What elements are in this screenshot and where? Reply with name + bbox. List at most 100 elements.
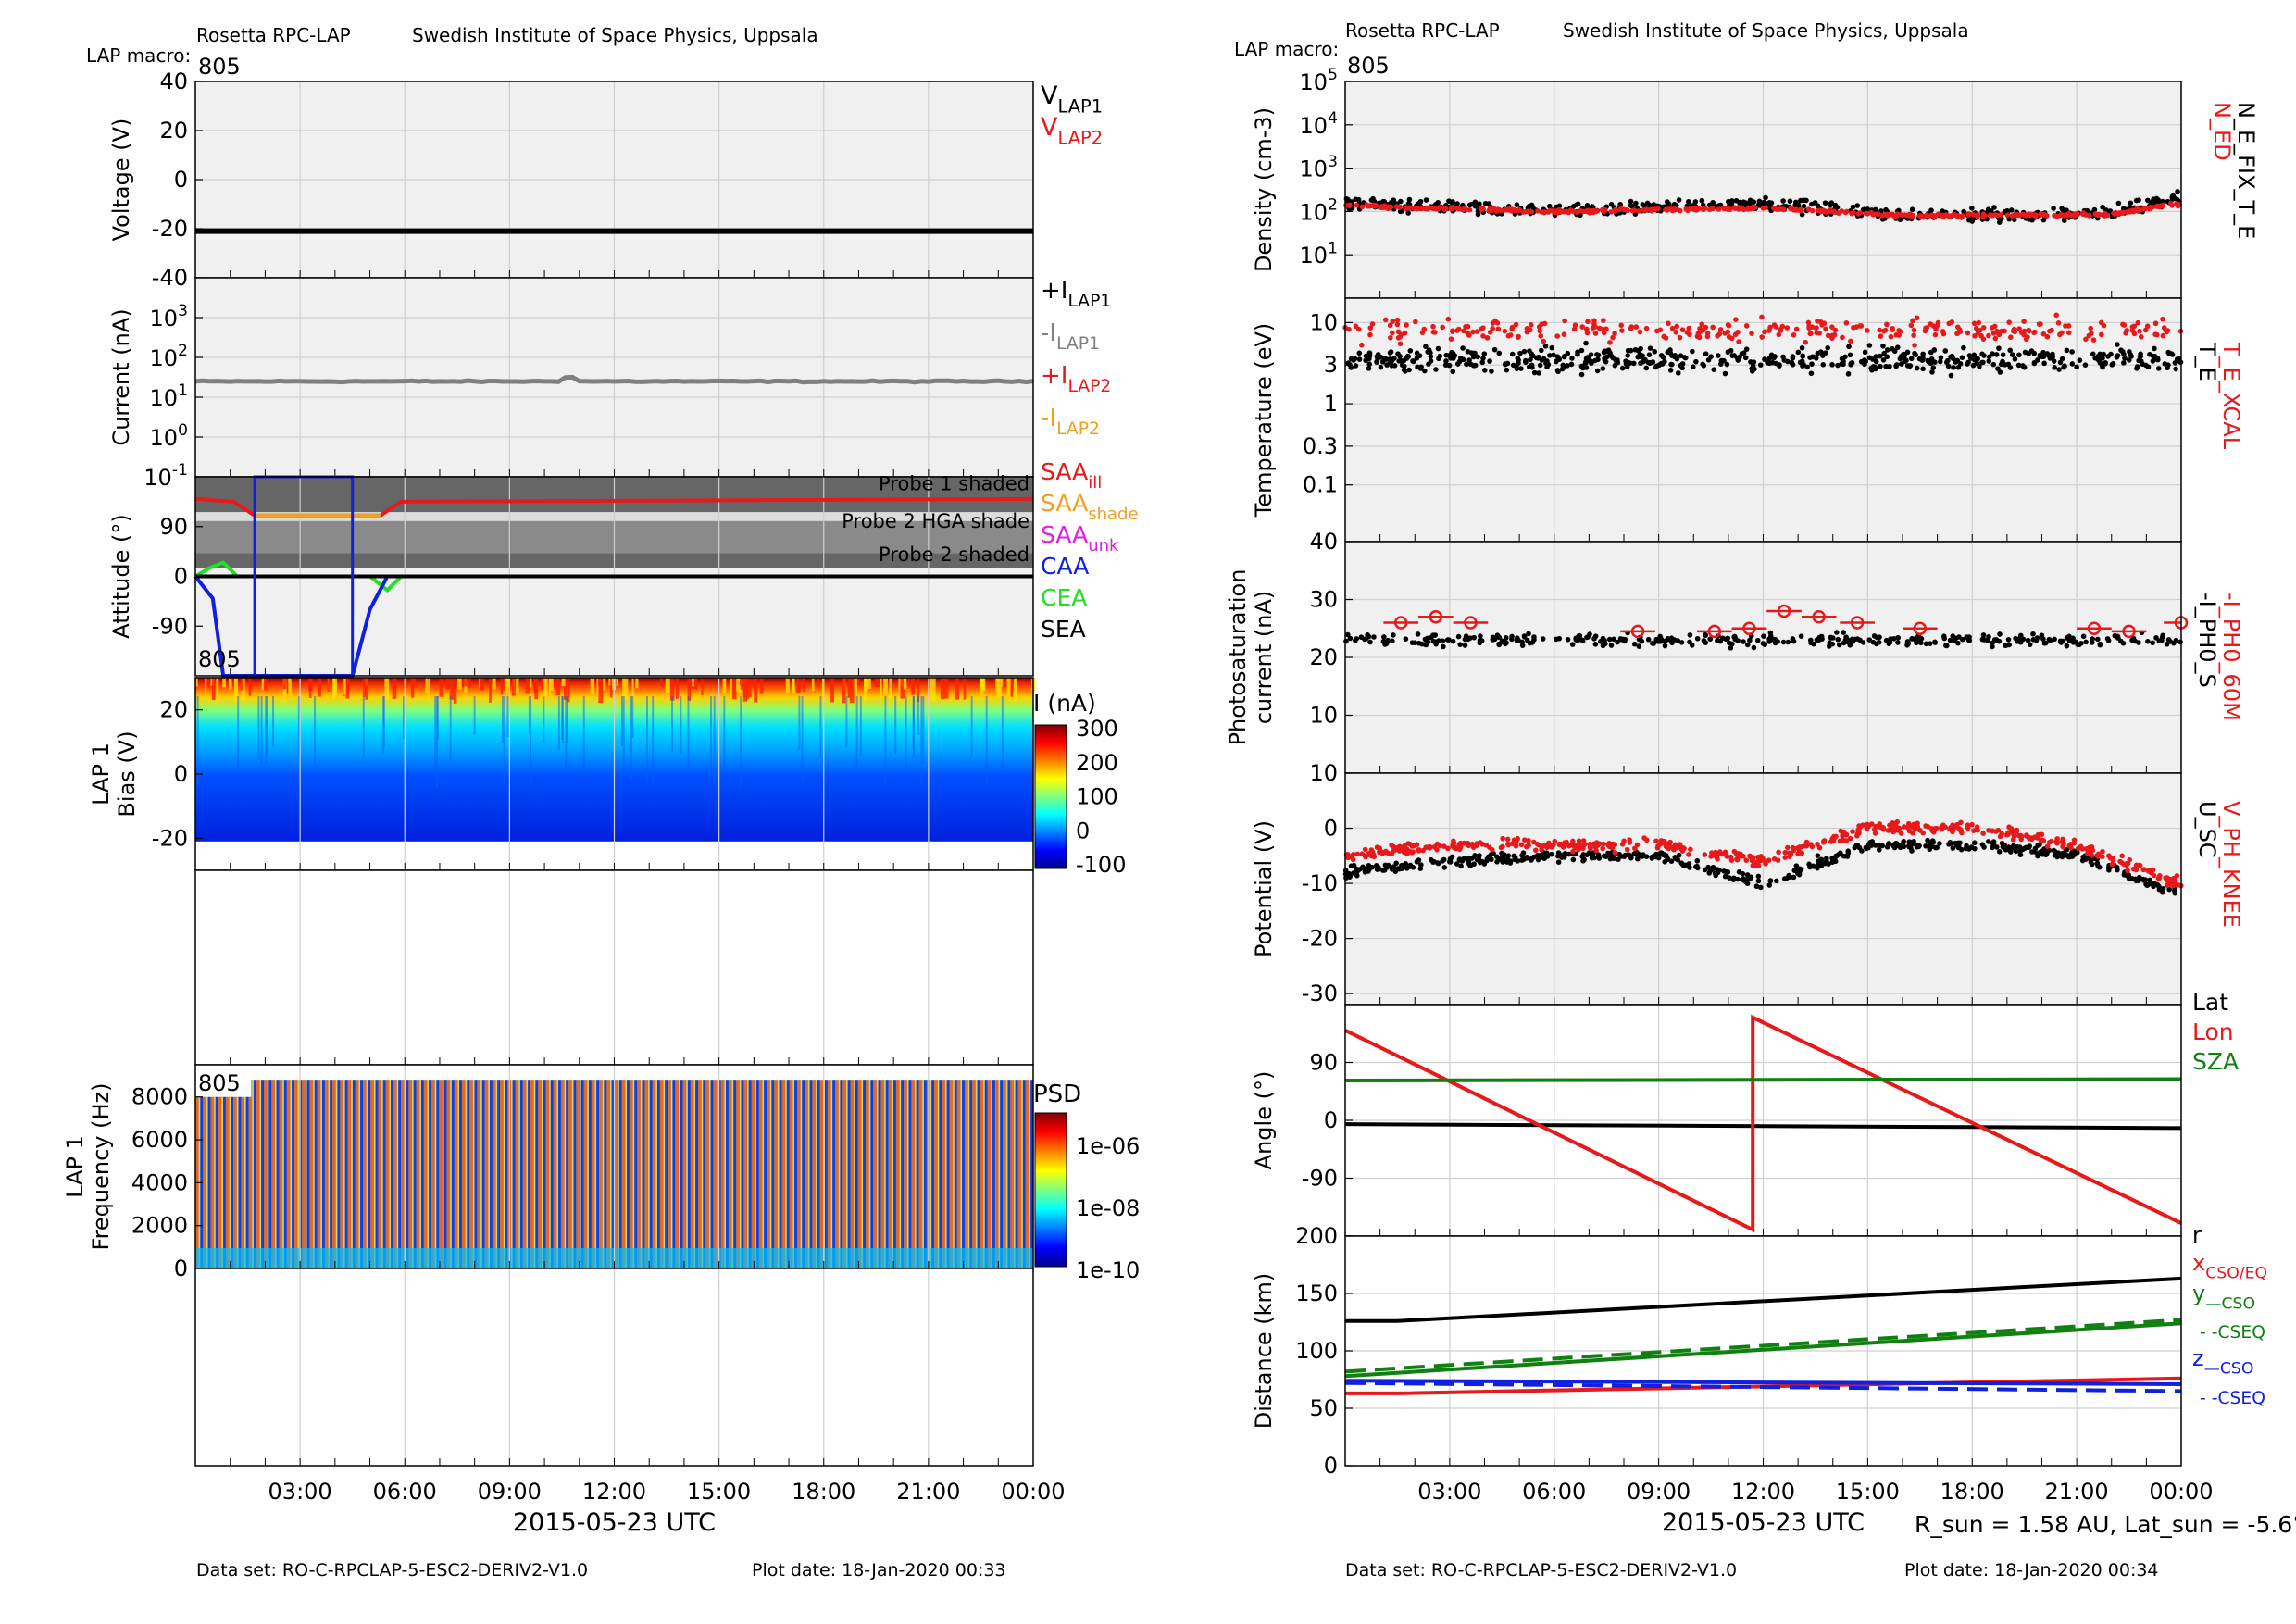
- freq-spectrogram-band: [503, 1080, 505, 1268]
- density-point-red: [2154, 204, 2161, 209]
- photo-point-black: [1904, 642, 1910, 648]
- potential-point-V_PH_KNEE: [1518, 842, 1525, 848]
- freq-spectrogram-band: [320, 1080, 322, 1268]
- temperature-point-black: [2056, 367, 2062, 372]
- bias-spectrogram-streak: [785, 678, 790, 693]
- temperature-point-red: [1601, 318, 1606, 323]
- temperature-point-red: [1419, 330, 1426, 336]
- bias-spectrogram-stripe: [905, 696, 907, 769]
- freq-spectrogram-band: [644, 1080, 649, 1268]
- temperature-point-black: [1990, 351, 1995, 356]
- potential-point-U_SC: [1399, 866, 1404, 871]
- temperature-point-red: [1717, 327, 1724, 332]
- temperature-point-red: [1610, 334, 1616, 341]
- angle-ylabel-text: Angle (°): [1251, 1071, 1277, 1170]
- photo-ylabel-text: Photosaturation: [1225, 569, 1251, 746]
- distance-ytick-label: 0: [1324, 1453, 1338, 1479]
- potential-point-U_SC: [1540, 855, 1546, 860]
- density-point-black: [1991, 205, 1997, 210]
- temperature-point-black: [1862, 349, 1868, 356]
- freq-spectrogram-band: [469, 1080, 473, 1268]
- bias-spectrogram-streak: [687, 678, 692, 701]
- freq-spectrogram-band: [983, 1080, 985, 1268]
- freq-spectrogram-band: [1022, 1080, 1026, 1268]
- potential-point-V_PH_KNEE: [1601, 841, 1606, 847]
- potential-point-U_SC: [2017, 848, 2023, 855]
- bias-spectrogram-stripe: [713, 696, 716, 786]
- freq-spectrogram-band: [314, 1080, 318, 1268]
- bias-spectrogram-stripe: [473, 696, 476, 735]
- bias-spectrogram-streak: [883, 678, 888, 694]
- voltage-ytick-label: -40: [152, 265, 188, 291]
- current-ytick-label: 102: [149, 342, 188, 371]
- potential-point-U_SC: [1595, 854, 1602, 859]
- photo-point-black: [2030, 631, 2036, 637]
- density-point-red: [1359, 204, 1366, 210]
- bias-spectrogram-streak: [233, 678, 238, 702]
- bias-spectrogram-stripe: [622, 696, 625, 777]
- potential-point-U_SC: [1955, 840, 1961, 846]
- potential-point-V_PH_KNEE: [1663, 843, 1668, 849]
- bias-spectrogram-streak: [504, 678, 509, 694]
- right-xlabel: 2015-05-23 UTC: [1662, 1508, 1865, 1537]
- potential-point-U_SC: [1925, 837, 1930, 843]
- potential-point-U_SC: [1524, 855, 1530, 860]
- freq-colorbar-tick: 1e-06: [1076, 1133, 1140, 1159]
- density-point-black: [1751, 199, 1757, 206]
- freq-spectrogram-band: [248, 1080, 253, 1268]
- bias-spectrogram-streak: [598, 678, 604, 704]
- bias-spectrogram-stripe: [845, 696, 848, 748]
- freq-spectrogram-band: [728, 1080, 732, 1268]
- temperature-point-black: [2090, 351, 2096, 357]
- density-point-black: [2115, 200, 2122, 206]
- temperature-point-black: [1679, 361, 1686, 367]
- freq-spectrogram-band: [271, 1080, 275, 1268]
- potential-point-V_PH_KNEE: [1500, 835, 1505, 842]
- freq-spectrogram-band: [500, 1080, 504, 1268]
- temperature-point-red: [1572, 322, 1578, 328]
- temperature-point-black: [1945, 363, 1952, 369]
- temperature-point-black: [2016, 352, 2022, 358]
- bias-spectrogram-streak: [811, 678, 815, 692]
- temperature-point-red: [1784, 325, 1791, 331]
- temperature-point-black: [1450, 369, 1456, 375]
- bias-spectrogram-streak: [343, 678, 346, 695]
- potential-point-U_SC: [2160, 886, 2166, 892]
- freq-spectrogram-band: [1003, 1080, 1006, 1268]
- freq-spectrogram-band: [206, 1080, 208, 1268]
- freq-spectrogram-band: [253, 1080, 256, 1268]
- bias-spectrogram-streak: [596, 678, 599, 695]
- temperature-point-black: [2152, 353, 2158, 359]
- freq-spectrogram-band: [656, 1080, 660, 1268]
- density-point-red: [2032, 213, 2039, 219]
- temperature-point-red: [1736, 339, 1741, 344]
- photo-point-black: [1658, 639, 1664, 644]
- freq-ytick-label: 2000: [131, 1213, 188, 1239]
- bias-spectrogram-streak: [759, 678, 764, 694]
- temperature-point-black: [1682, 355, 1689, 361]
- temperature-point-black: [1366, 366, 1372, 371]
- density-point-black: [2008, 207, 2015, 213]
- density-point-red: [1505, 206, 1512, 212]
- potential-point-V_PH_KNEE: [2061, 841, 2066, 846]
- temperature-point-black: [1979, 351, 1985, 357]
- photo-point-black: [1657, 633, 1663, 640]
- temperature-point-black: [1743, 346, 1750, 352]
- bias-spectrogram-stripe: [798, 696, 801, 750]
- photo-point-black: [1766, 636, 1772, 642]
- freq-spectrogram-band: [690, 1080, 694, 1268]
- density-point-red: [1959, 213, 1965, 219]
- temperature-point-black: [1375, 352, 1381, 357]
- freq-spectrogram-band: [207, 1080, 211, 1268]
- potential-point-V_PH_KNEE: [1796, 849, 1803, 855]
- potential-point-U_SC: [1740, 877, 1745, 882]
- freq-spectrogram-band: [705, 1080, 709, 1268]
- density-point-black: [1406, 196, 1413, 203]
- potential-side-label: V_PH_KNEE: [2218, 801, 2244, 928]
- potential-point-U_SC: [2046, 847, 2053, 854]
- temperature-point-black: [1625, 353, 1630, 358]
- freq-spectrogram-band: [954, 1080, 957, 1268]
- temperature-point-black: [1881, 350, 1887, 356]
- potential-point-V_PH_KNEE: [1915, 824, 1921, 830]
